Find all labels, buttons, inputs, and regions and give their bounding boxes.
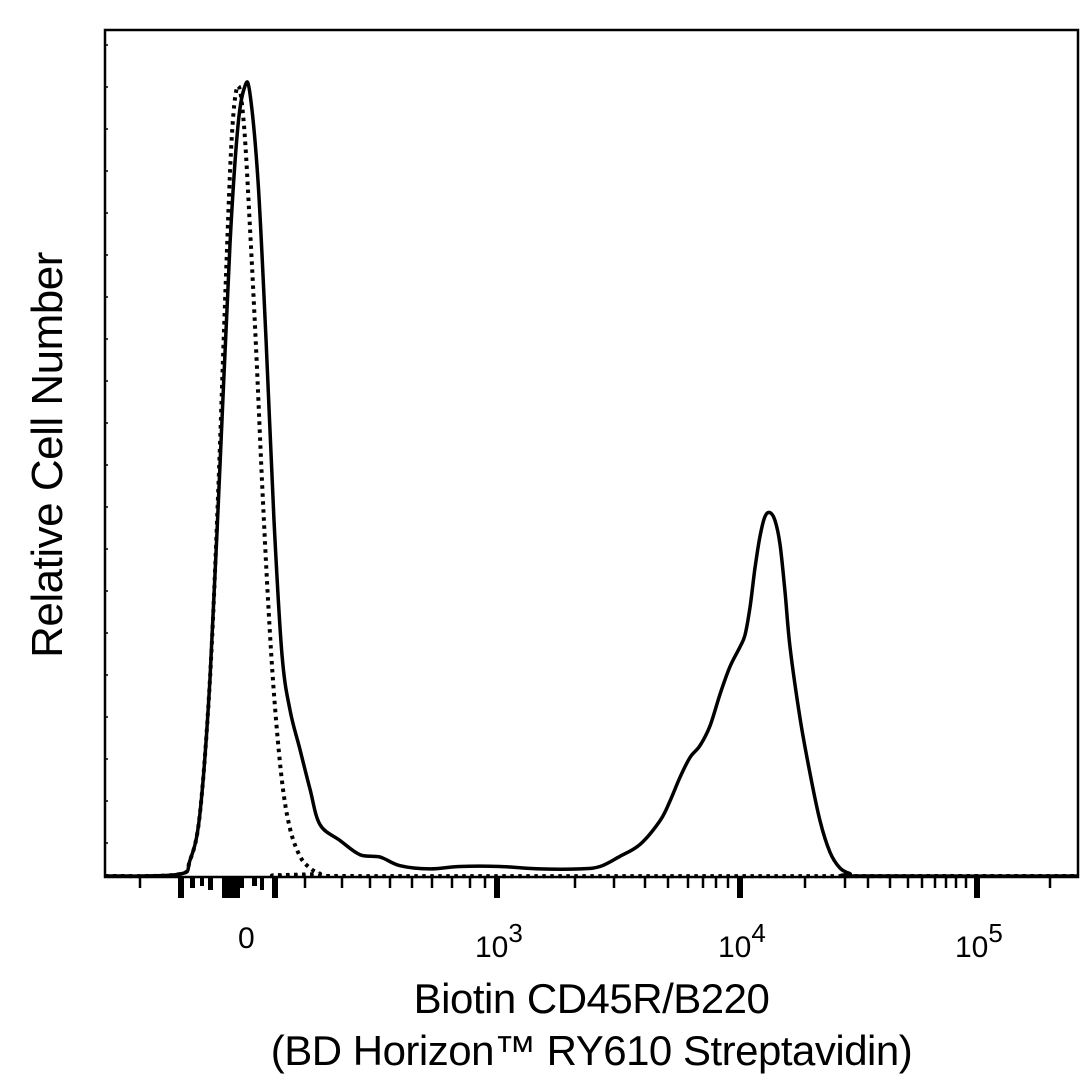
plot-frame (103, 28, 1080, 879)
x-tick-label-0: 0 (238, 922, 255, 955)
x-axis-ticks (138, 878, 1052, 898)
x-tick-label-3: 105 (955, 918, 1003, 964)
control-histogram-line (104, 83, 1079, 879)
y-axis-label: Relative Cell Number (23, 252, 72, 658)
series-layer (104, 80, 1079, 879)
x-tick-label-2: 104 (718, 918, 766, 964)
stained-histogram-line (104, 80, 1079, 878)
x-tick-label-1: 103 (475, 918, 523, 964)
x-axis-label-line-2: (BD Horizon™ RY610 Streptavidin) (270, 1027, 913, 1074)
x-axis-label-line-1: Biotin CD45R/B220 (413, 975, 770, 1022)
y-axis-minor-ticks (105, 44, 108, 844)
